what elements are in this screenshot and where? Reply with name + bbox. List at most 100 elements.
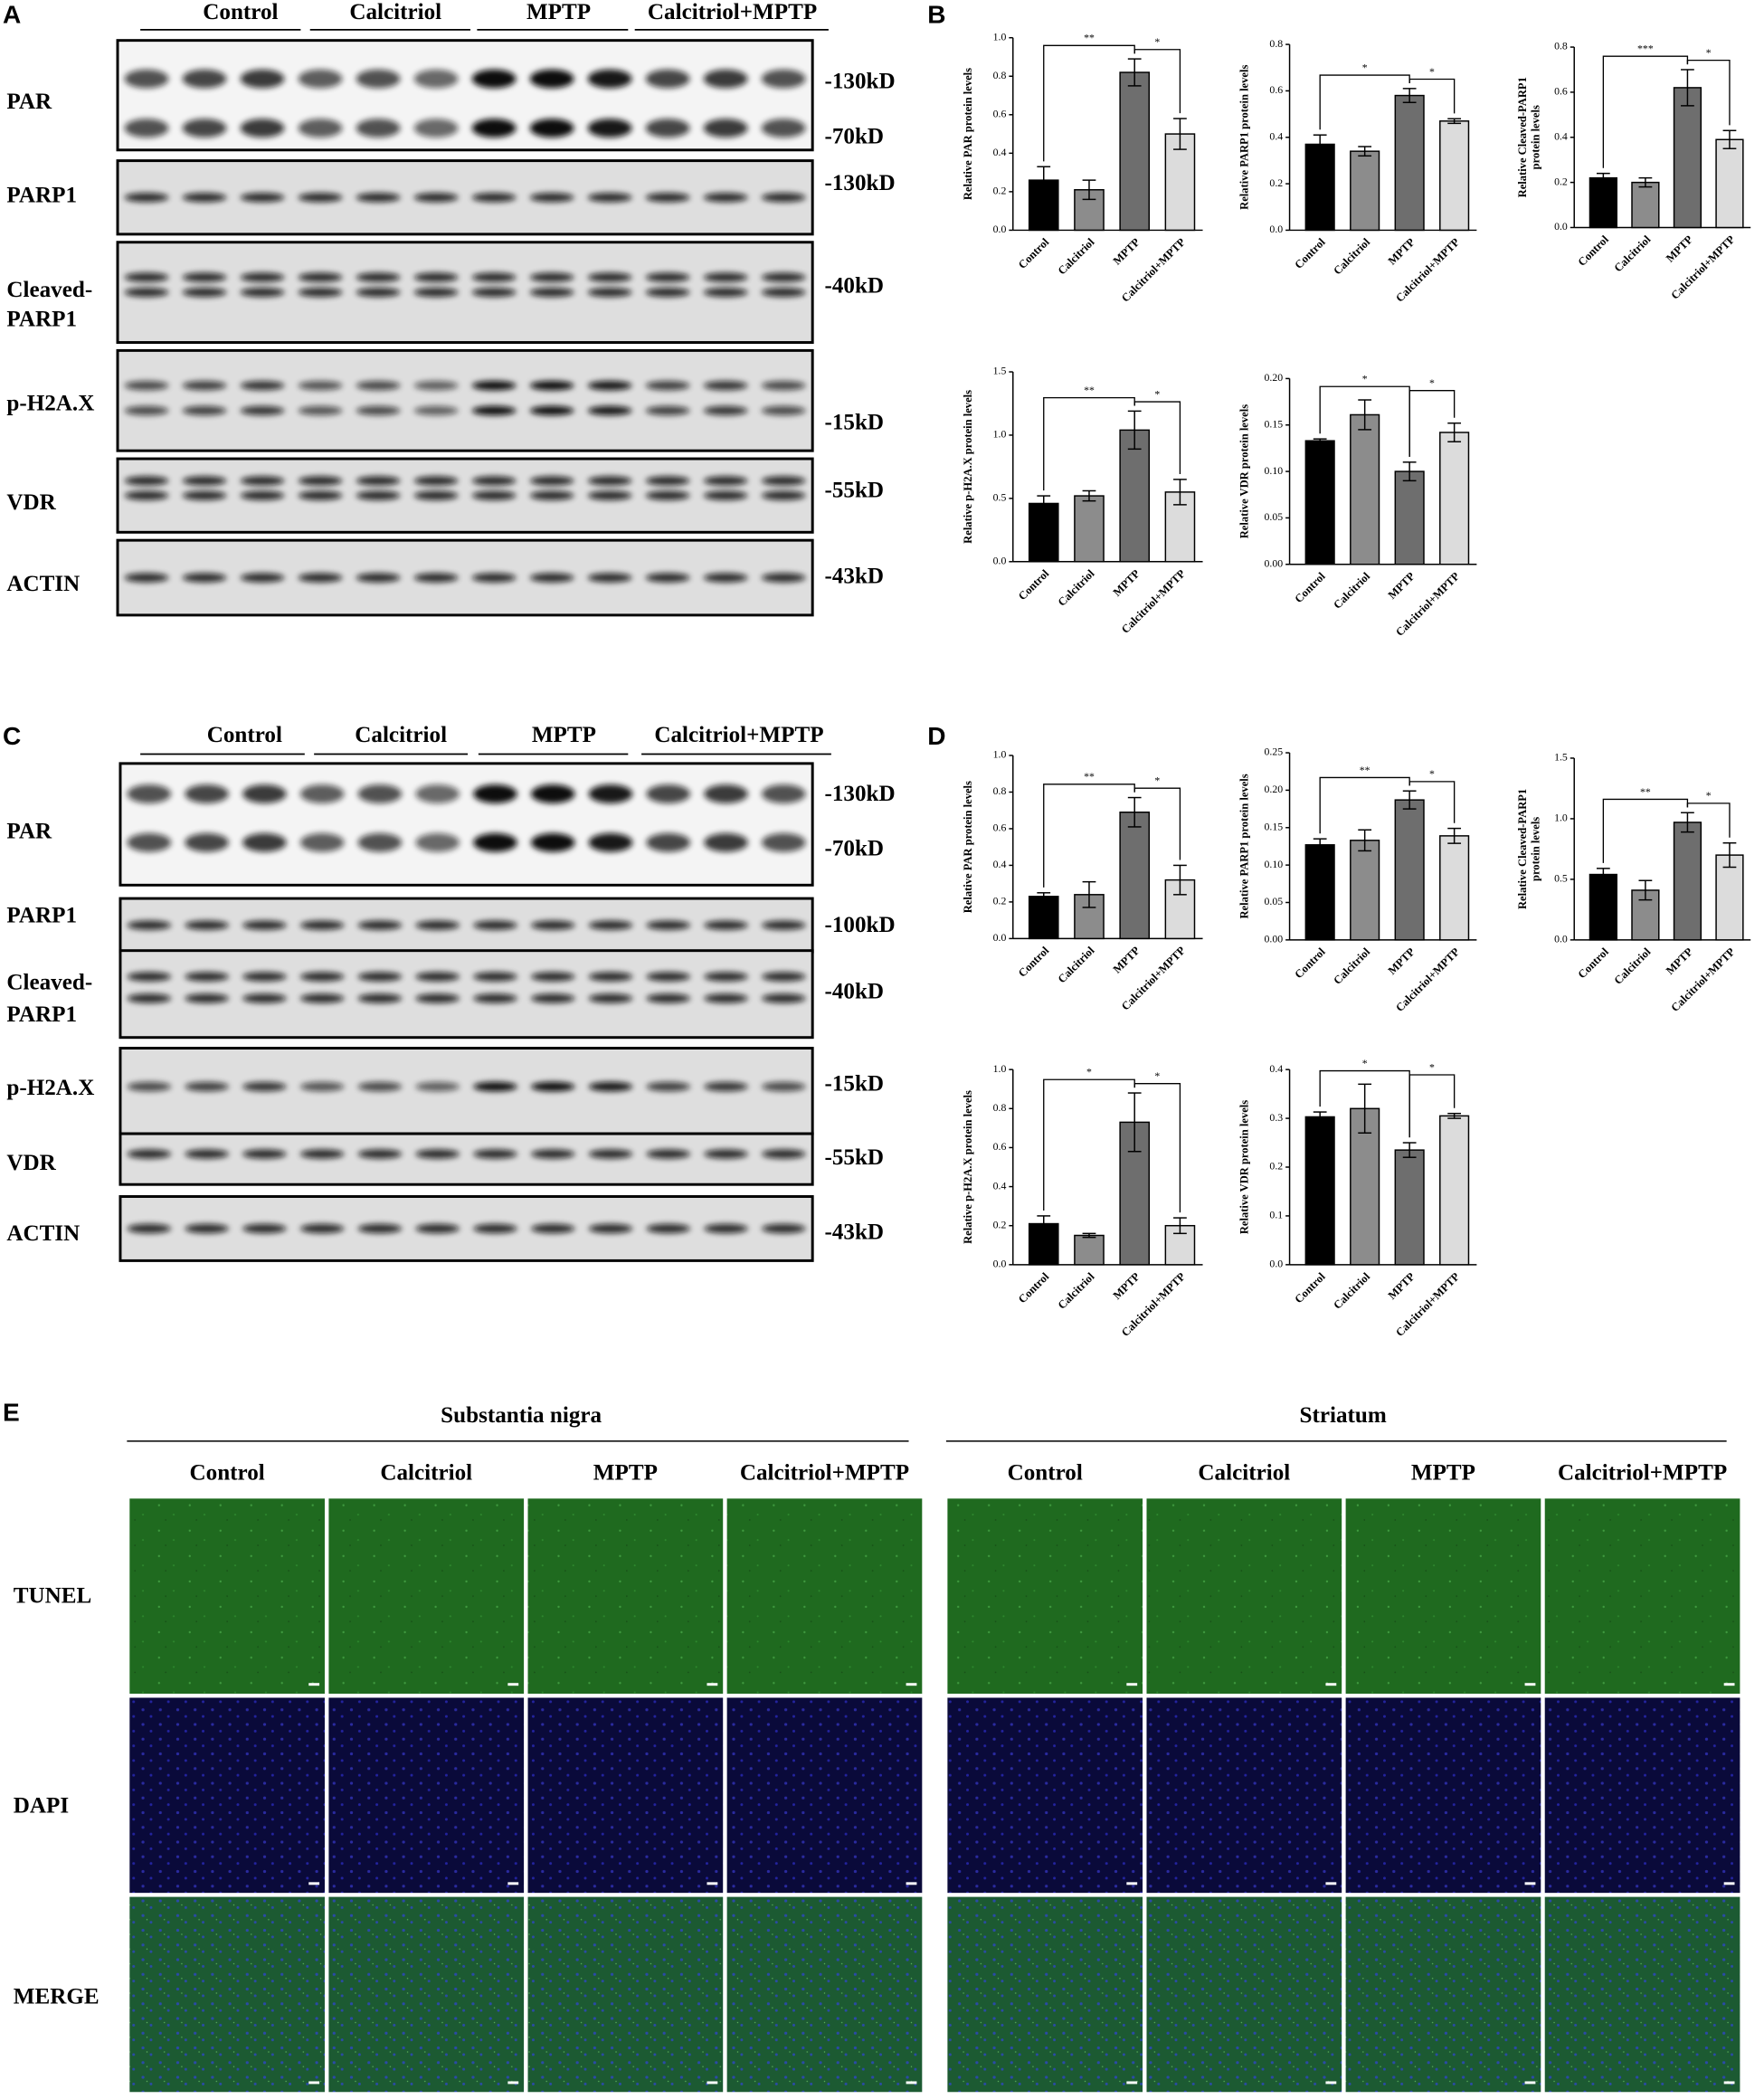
bar <box>1074 495 1105 563</box>
row-label: ACTIN <box>6 1221 80 1246</box>
band <box>587 272 632 282</box>
band <box>413 476 459 486</box>
y-axis-label: Relative Cleaved-PARP1 <box>1516 789 1529 909</box>
x-tick-label: MPTP <box>1111 235 1143 267</box>
scale-bar <box>1325 1882 1337 1885</box>
x-tick-label: Control <box>1576 233 1612 269</box>
y-tick-label: 0.25 <box>1265 746 1284 758</box>
band <box>185 832 229 852</box>
band <box>240 476 285 486</box>
band <box>529 573 574 583</box>
band <box>587 405 632 416</box>
group-label: Control <box>190 1461 265 1486</box>
x-tick-label: Control <box>1016 567 1052 603</box>
group-label: Calcitriol+MPTP <box>654 723 823 747</box>
bar <box>1439 432 1470 565</box>
scale-bar <box>906 2081 917 2085</box>
scale-bar <box>1126 2081 1138 2085</box>
band <box>298 272 343 282</box>
significance-label: * <box>1362 373 1368 385</box>
band <box>587 287 632 298</box>
band <box>530 784 575 803</box>
band <box>356 119 401 138</box>
band <box>356 287 401 298</box>
y-axis-label: Relative VDR protein levels <box>1238 404 1251 538</box>
group-label: Calcitriol+MPTP <box>740 1461 909 1486</box>
size-label: -40kD <box>824 980 884 1004</box>
scale-bar <box>707 1882 718 1885</box>
band <box>299 1223 345 1234</box>
x-tick-label: MPTP <box>1386 945 1418 977</box>
y-axis-label: Relative PARP1 protein levels <box>1238 65 1251 210</box>
y-tick-label: 0.2 <box>1269 176 1283 189</box>
band <box>588 1081 633 1092</box>
band <box>762 972 806 982</box>
significance-label: ** <box>1640 785 1651 798</box>
band <box>471 193 517 203</box>
y-axis-label: Relative p-H2A.X protein levels <box>962 1090 974 1244</box>
row-label: DAPI <box>14 1793 69 1818</box>
band <box>124 119 169 138</box>
significance-label: * <box>1429 65 1435 78</box>
scale-bar <box>1126 1882 1138 1885</box>
band <box>703 476 748 486</box>
scale-bar <box>1723 1882 1735 1885</box>
band <box>587 476 632 486</box>
band <box>645 193 690 203</box>
significance-label: * <box>1429 767 1435 780</box>
band <box>124 69 169 89</box>
size-label: -40kD <box>824 274 884 299</box>
band <box>298 380 343 391</box>
bar <box>1631 181 1660 229</box>
y-tick-label: 0.4 <box>1269 129 1283 142</box>
y-tick-label: 0.4 <box>993 1179 1007 1192</box>
significance-label: * <box>1086 1066 1092 1078</box>
group-label: MPTP <box>1411 1461 1475 1486</box>
y-tick-label: 0.4 <box>1554 129 1568 142</box>
scale-bar <box>507 2081 519 2085</box>
band <box>703 490 748 500</box>
band <box>182 476 227 486</box>
y-tick-label: 0.0 <box>993 931 1007 944</box>
band <box>182 380 227 391</box>
band <box>357 1081 403 1092</box>
band <box>124 405 169 416</box>
band <box>761 287 806 298</box>
y-tick-label: 1.0 <box>993 748 1007 761</box>
x-tick-label: MPTP <box>1111 567 1143 599</box>
panel-letter: C <box>3 722 21 750</box>
band <box>240 405 285 416</box>
band <box>298 193 343 203</box>
group-label: Calcitriol <box>380 1461 472 1486</box>
scale-bar <box>1325 2081 1337 2085</box>
significance-bracket <box>1133 1083 1181 1213</box>
significance-label: * <box>1362 61 1368 73</box>
bar <box>1028 896 1059 940</box>
band <box>588 784 633 803</box>
bar <box>1589 873 1617 941</box>
significance-label: * <box>1154 774 1160 787</box>
group-label: MPTP <box>593 1461 658 1486</box>
band <box>473 972 517 982</box>
band <box>471 69 517 89</box>
band <box>298 287 343 298</box>
scale-bar <box>707 2081 718 2085</box>
y-tick-label: 0.5 <box>993 491 1007 504</box>
band <box>415 1149 460 1159</box>
band <box>473 920 517 930</box>
group-label: Calcitriol <box>355 723 447 747</box>
y-axis-label: Relative PAR protein levels <box>962 781 974 913</box>
band <box>588 1149 633 1159</box>
band <box>471 490 517 500</box>
band <box>413 287 459 298</box>
x-tick-label: MPTP <box>1386 235 1418 267</box>
band <box>646 972 690 982</box>
band <box>704 832 748 852</box>
micrograph <box>1146 1697 1342 1894</box>
bar <box>1439 835 1470 941</box>
y-tick-label: 0.15 <box>1265 820 1284 832</box>
scale-bar <box>507 1683 519 1686</box>
band <box>704 1223 748 1234</box>
